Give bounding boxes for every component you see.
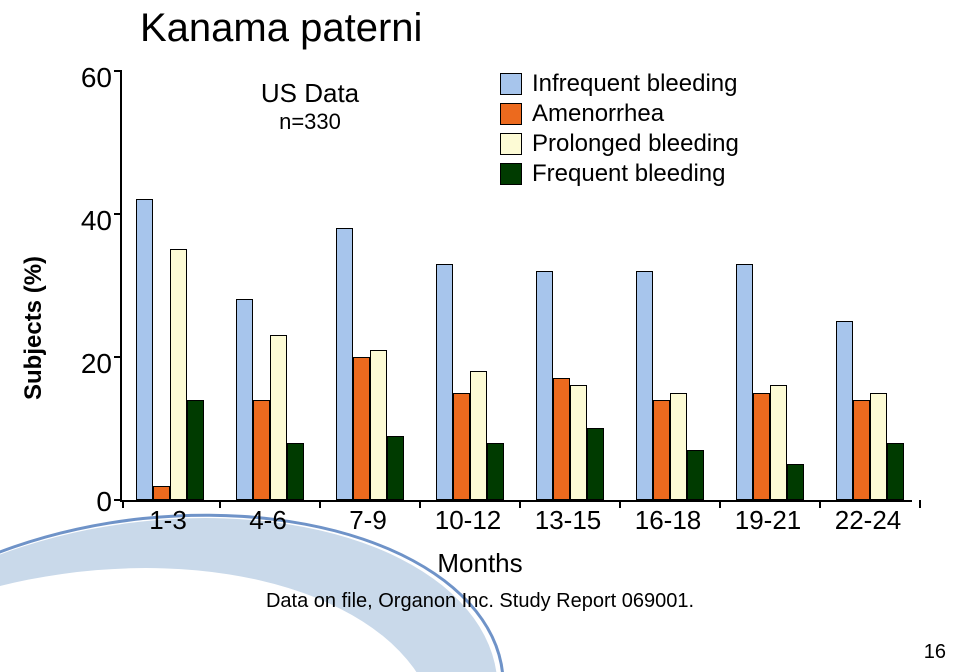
bar [153, 486, 170, 500]
y-tick-20: 20 [72, 348, 112, 380]
x-tick-mark [919, 500, 921, 508]
y-tick-mark [114, 356, 122, 358]
bar [870, 393, 887, 501]
bar [253, 400, 270, 500]
bar [553, 378, 570, 500]
x-tick-mark [319, 500, 321, 508]
bar [136, 199, 153, 500]
y-tick-60: 60 [72, 62, 112, 94]
bar [753, 393, 770, 501]
bar [170, 249, 187, 500]
x-tick-mark [219, 500, 221, 508]
x-category-label: 4-6 [228, 505, 308, 536]
bar [387, 436, 404, 501]
chart-title: Kanama paterni [140, 6, 422, 51]
bar [236, 299, 253, 500]
bar [687, 450, 704, 500]
bar [887, 443, 904, 500]
bar [336, 228, 353, 500]
x-tick-mark [819, 500, 821, 508]
bar [187, 400, 204, 500]
bar [353, 357, 370, 500]
bar [636, 271, 653, 500]
bar [370, 350, 387, 501]
x-category-label: 16-18 [628, 505, 708, 536]
bar [653, 400, 670, 500]
bar [736, 264, 753, 501]
y-tick-mark [114, 499, 122, 501]
plot-area [120, 70, 912, 502]
x-tick-mark [419, 500, 421, 508]
x-category-label: 1-3 [128, 505, 208, 536]
x-category-label: 13-15 [528, 505, 608, 536]
bar [670, 393, 687, 501]
x-category-label: 7-9 [328, 505, 408, 536]
x-tick-mark [619, 500, 621, 508]
y-tick-0: 0 [72, 486, 112, 518]
bar [470, 371, 487, 500]
x-category-label: 19-21 [728, 505, 808, 536]
y-axis-label: Subjects (%) [20, 256, 48, 400]
x-axis-label: Months [0, 548, 960, 579]
bar [287, 443, 304, 500]
bar [836, 321, 853, 500]
y-tick-mark [114, 213, 122, 215]
x-tick-mark [122, 500, 124, 508]
bar [770, 385, 787, 500]
bar [587, 428, 604, 500]
bar [853, 400, 870, 500]
slide: { "title": "Kanama paterni", "annot_line… [0, 0, 960, 672]
x-tick-mark [719, 500, 721, 508]
bar [536, 271, 553, 500]
footnote: Data on file, Organon Inc. Study Report … [0, 590, 960, 613]
bar [436, 264, 453, 501]
x-tick-mark [519, 500, 521, 508]
bar [787, 464, 804, 500]
y-tick-mark [114, 70, 122, 72]
bar [270, 335, 287, 500]
bar [453, 393, 470, 501]
x-category-label: 22-24 [828, 505, 908, 536]
bar [487, 443, 504, 500]
slide-number: 16 [924, 641, 946, 664]
bar [570, 385, 587, 500]
y-tick-40: 40 [72, 205, 112, 237]
x-category-label: 10-12 [428, 505, 508, 536]
